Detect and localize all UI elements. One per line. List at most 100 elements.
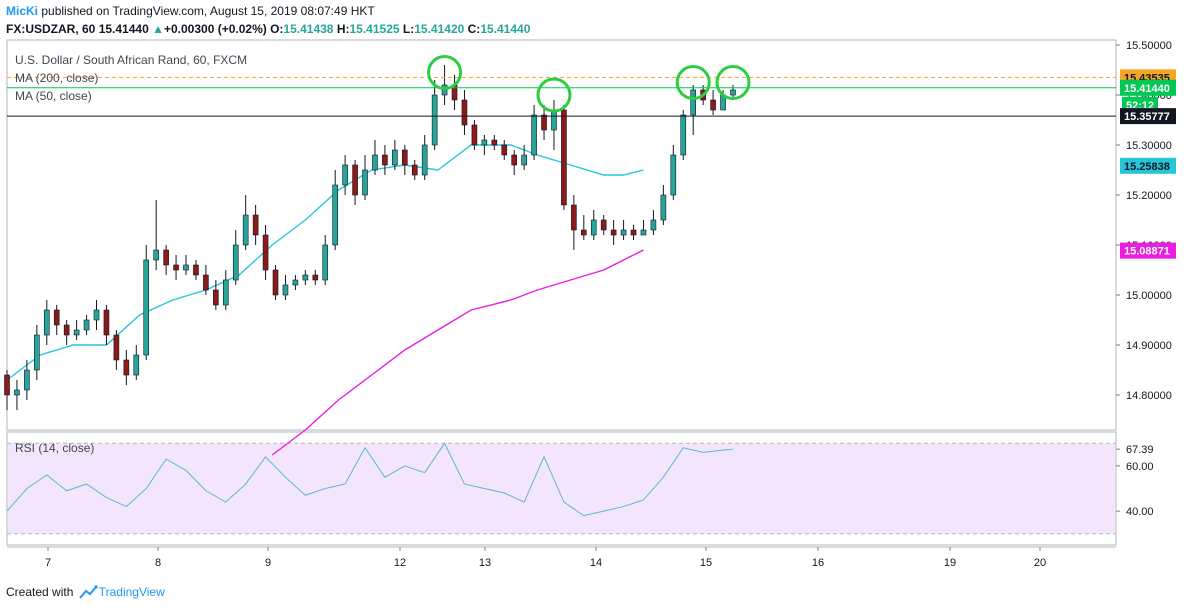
ma200-price-badge — [1120, 242, 1176, 259]
rsi-legend[interactable]: RSI (14, close) — [15, 441, 95, 455]
x-tick-label: 12 — [394, 557, 406, 569]
rsi-y-tick-label: 67.39 — [1126, 444, 1154, 456]
x-tick-label: 15 — [700, 557, 712, 569]
y-tick-label: 15.30000 — [1126, 140, 1172, 152]
y-tick-label: 14.90000 — [1126, 340, 1172, 352]
bear-candle — [610, 229, 617, 236]
bear-candle — [252, 214, 259, 236]
bear-candle — [312, 274, 319, 281]
bull-candle — [153, 249, 159, 261]
bear-candle — [352, 164, 358, 196]
ma50-legend[interactable]: MA (50, close) — [15, 89, 92, 103]
bear-candle — [411, 164, 418, 176]
up-arrow-icon: ▲ — [152, 22, 164, 36]
bear-candle — [262, 234, 269, 271]
bear-candle — [501, 144, 508, 156]
bull-candle — [362, 169, 368, 196]
bear-candle — [491, 139, 498, 146]
bear-candle — [541, 114, 547, 131]
low-value: 15.41420 — [414, 22, 465, 36]
y-tick-label: 15.50000 — [1126, 40, 1172, 52]
bear-candle — [4, 374, 10, 396]
bull-candle — [730, 89, 736, 96]
bear-candle — [63, 324, 70, 336]
bear-candle — [113, 334, 120, 361]
price-pane — [6, 39, 1117, 431]
bear-candle — [511, 154, 517, 166]
bull-candle — [232, 244, 239, 281]
bull-candle — [83, 319, 90, 331]
author-name[interactable]: MicKi — [6, 4, 39, 18]
bull-candle — [392, 149, 398, 166]
bull-candle — [14, 389, 20, 396]
ma200-price-label: 15.08871 — [1124, 246, 1170, 258]
chart-title: U.S. Dollar / South African Rand, 60, FX… — [15, 53, 248, 67]
x-tick-label: 16 — [812, 557, 824, 569]
rsi-y-tick-label: 40.00 — [1126, 506, 1154, 518]
bull-candle — [521, 154, 527, 166]
bull-candle — [372, 154, 378, 171]
bear-candle — [401, 149, 408, 166]
x-tick-label: 20 — [1034, 557, 1046, 569]
x-tick-label: 7 — [45, 557, 51, 569]
ma200-line — [271, 249, 644, 456]
publish-line: MicKi published on TradingView.com, Augu… — [6, 4, 375, 18]
bear-candle — [213, 289, 219, 306]
bull-candle — [24, 369, 30, 391]
last-price-label: 15.41440 — [1124, 83, 1170, 95]
crosshair-price-badge — [1120, 108, 1176, 125]
top-highlight-circle — [427, 55, 463, 90]
bear-candle — [382, 154, 388, 166]
tradingview-cloud-icon — [77, 585, 99, 602]
bear-candle — [600, 219, 607, 231]
x-tick-label: 14 — [590, 557, 602, 569]
bear-candle — [471, 124, 478, 146]
bear-candle — [163, 249, 169, 266]
bull-candle — [143, 259, 150, 356]
bull-candle — [302, 274, 309, 281]
bear-candle — [123, 359, 130, 376]
footer: Created with TradingView — [6, 585, 165, 602]
bull-candle — [342, 164, 348, 186]
tradingview-brand[interactable]: TradingView — [98, 585, 165, 599]
bull-candle — [680, 114, 687, 156]
bull-candle — [421, 144, 428, 176]
price-change: +0.00300 (+0.02%) — [163, 22, 267, 36]
bull-candle — [73, 329, 80, 336]
bull-candle — [133, 354, 140, 376]
y-tick-label: 15.20000 — [1126, 190, 1172, 202]
bull-candle — [531, 114, 537, 156]
bull-candle — [242, 214, 249, 246]
rsi-band — [8, 443, 1115, 534]
high-label: H: — [336, 22, 350, 36]
ma50-price-badge — [1120, 157, 1176, 174]
y-tick-label: 15.00000 — [1126, 290, 1172, 302]
ma200-legend[interactable]: MA (200, close) — [15, 71, 99, 85]
bull-candle — [690, 89, 697, 116]
bull-candle — [660, 194, 667, 221]
created-with-text: Created with — [6, 585, 74, 599]
bull-candle — [640, 229, 647, 236]
bull-candle — [292, 279, 299, 286]
high-value: 15.41525 — [349, 22, 400, 36]
x-tick-label: 8 — [155, 557, 161, 569]
published-text: published on TradingView.com, August 15,… — [41, 4, 375, 18]
open-label: O: — [270, 22, 284, 36]
symbol-line: FX:USDZAR, 60 15.41440 ▲+0.00300 (+0.02%… — [6, 22, 530, 36]
open-value: 15.41438 — [283, 22, 334, 36]
rsi-last-badge — [1120, 441, 1176, 458]
bull-candle — [551, 109, 557, 131]
bear-candle — [571, 204, 577, 231]
bull-candle — [620, 229, 627, 236]
bear-candle — [272, 269, 279, 296]
ma50-price-label: 15.25838 — [1124, 161, 1170, 173]
bull-candle — [222, 279, 229, 306]
crosshair-price-label: 15.35777 — [1124, 111, 1170, 123]
x-tick-label: 13 — [479, 557, 491, 569]
rsi-y-tick-label: 60.00 — [1126, 461, 1154, 473]
bear-candle — [461, 99, 468, 126]
bull-candle — [481, 139, 488, 146]
close-label: C: — [467, 22, 481, 36]
bull-candle — [650, 219, 657, 231]
